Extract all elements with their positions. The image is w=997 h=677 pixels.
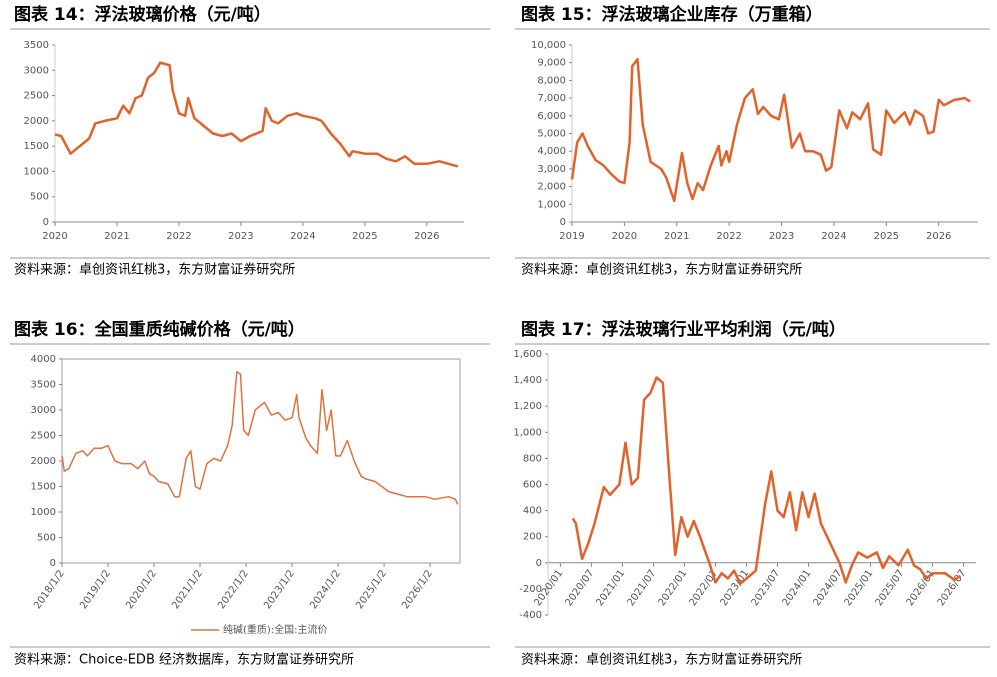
y-tick-label: 8,000 bbox=[537, 75, 566, 86]
plot-frame bbox=[61, 358, 461, 564]
x-tick-label: 2022/1/2 bbox=[216, 568, 251, 611]
x-tick-label: 2019/1/2 bbox=[78, 568, 113, 611]
y-tick-label: 2500 bbox=[31, 431, 56, 442]
x-tick-label: 2024/07 bbox=[812, 568, 845, 608]
y-tick-label: 500 bbox=[30, 192, 49, 203]
y-tick-label: 0 bbox=[50, 558, 56, 569]
y-tick-label: -200 bbox=[519, 584, 542, 595]
x-tick-label: 2021/07 bbox=[626, 568, 659, 608]
y-tick-label: 1,600 bbox=[513, 349, 542, 360]
y-tick-label: 1,400 bbox=[513, 375, 542, 386]
y-tick-label: 3000 bbox=[31, 405, 56, 416]
y-tick-label: 600 bbox=[523, 480, 542, 491]
y-tick-label: -400 bbox=[519, 610, 542, 621]
y-tick-label: 800 bbox=[523, 453, 542, 464]
data-line bbox=[571, 376, 962, 585]
source-note: 资料来源：卓创资讯红桃3，东方财富证券研究所 bbox=[521, 652, 802, 668]
x-tick-label: 2025 bbox=[352, 231, 377, 242]
x-tick-label: 2022 bbox=[716, 231, 741, 242]
x-tick-label: 2021 bbox=[104, 231, 129, 242]
x-tick-label: 2026 bbox=[414, 231, 439, 242]
x-tick-label: 2020/07 bbox=[563, 568, 596, 608]
x-tick-label: 2025/07 bbox=[874, 568, 907, 608]
x-tick-label: 2021/01 bbox=[595, 568, 628, 608]
chart-title: 图表 15：浮法玻璃企业库存（万重箱） bbox=[521, 4, 823, 25]
x-tick-label: 2025 bbox=[874, 231, 899, 242]
y-tick-label: 2,000 bbox=[537, 182, 566, 193]
y-tick-label: 0 bbox=[536, 558, 542, 569]
y-tick-label: 2000 bbox=[31, 456, 56, 467]
x-tick-label: 2022/01 bbox=[657, 568, 690, 608]
x-tick-label: 2025/1/2 bbox=[354, 568, 389, 611]
y-tick-label: 3,000 bbox=[537, 164, 566, 175]
x-tick-label: 2024/1/2 bbox=[308, 568, 343, 611]
y-tick-label: 4,000 bbox=[537, 146, 566, 157]
y-tick-label: 7,000 bbox=[537, 93, 566, 104]
y-tick-label: 1,000 bbox=[537, 199, 566, 210]
data-line bbox=[61, 371, 459, 505]
data-line bbox=[570, 57, 971, 203]
y-tick-label: 6,000 bbox=[537, 111, 566, 122]
y-tick-label: 9,000 bbox=[537, 58, 566, 69]
y-tick-label: 3000 bbox=[24, 65, 49, 76]
y-tick-label: 3500 bbox=[24, 40, 49, 51]
x-tick-label: 2020 bbox=[612, 231, 637, 242]
y-tick-label: 2000 bbox=[24, 116, 49, 127]
x-tick-label: 2018/1/2 bbox=[32, 568, 67, 611]
x-tick-label: 2024/01 bbox=[781, 568, 814, 608]
y-tick-label: 0 bbox=[560, 217, 566, 228]
x-tick-label: 2026/1/2 bbox=[400, 568, 435, 611]
x-tick-label: 2020/1/2 bbox=[124, 568, 159, 611]
x-tick-label: 2024 bbox=[821, 231, 846, 242]
y-tick-label: 500 bbox=[37, 533, 56, 544]
legend-label: 纯碱(重质):全国:主流价 bbox=[223, 623, 328, 636]
chart-title: 图表 14：浮法玻璃价格（元/吨） bbox=[14, 4, 271, 25]
y-tick-label: 1000 bbox=[31, 507, 56, 518]
x-tick-label: 2023 bbox=[228, 231, 253, 242]
x-tick-label: 2021 bbox=[664, 231, 689, 242]
y-tick-label: 200 bbox=[523, 532, 542, 543]
x-tick-label: 2022 bbox=[166, 231, 191, 242]
x-tick-label: 2024 bbox=[290, 231, 315, 242]
y-tick-label: 1000 bbox=[24, 166, 49, 177]
data-line bbox=[54, 61, 459, 168]
x-tick-label: 2023/1/2 bbox=[262, 568, 297, 611]
y-tick-label: 0 bbox=[43, 217, 49, 228]
x-tick-label: 2021/1/2 bbox=[170, 568, 205, 611]
y-tick-label: 10,000 bbox=[531, 40, 566, 51]
y-tick-label: 1,200 bbox=[513, 401, 542, 412]
x-tick-label: 2023/07 bbox=[750, 568, 783, 608]
y-tick-label: 400 bbox=[523, 506, 542, 517]
y-tick-label: 4000 bbox=[31, 354, 56, 365]
source-note: 资料来源：卓创资讯红桃3，东方财富证券研究所 bbox=[521, 262, 802, 278]
x-tick-label: 2022/07 bbox=[688, 568, 721, 608]
y-tick-label: 3500 bbox=[31, 380, 56, 391]
source-note: 资料来源：卓创资讯红桃3，东方财富证券研究所 bbox=[14, 262, 295, 278]
source-note: 资料来源：Choice-EDB 经济数据库，东方财富证券研究所 bbox=[14, 652, 354, 668]
chart-title: 图表 16：全国重质纯碱价格（元/吨） bbox=[14, 319, 305, 340]
y-tick-label: 1500 bbox=[24, 141, 49, 152]
y-tick-label: 1,000 bbox=[513, 427, 542, 438]
x-tick-label: 2026 bbox=[926, 231, 951, 242]
y-tick-label: 5,000 bbox=[537, 129, 566, 140]
y-tick-label: 2500 bbox=[24, 91, 49, 102]
y-tick-label: 1500 bbox=[31, 482, 56, 493]
x-tick-label: 2019 bbox=[559, 231, 584, 242]
x-tick-label: 2020 bbox=[42, 231, 67, 242]
chart-title: 图表 17：浮法玻璃行业平均利润（元/吨） bbox=[521, 319, 846, 340]
x-tick-label: 2023 bbox=[769, 231, 794, 242]
